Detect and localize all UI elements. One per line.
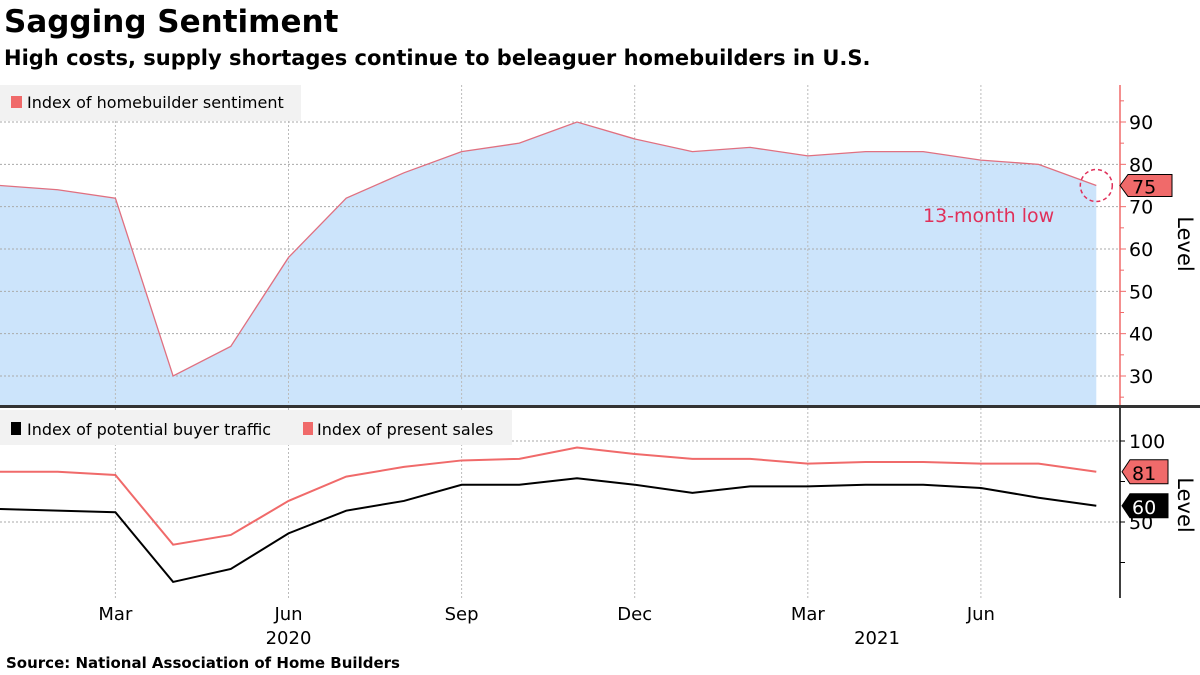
legend-label-sales: Index of present sales (317, 420, 493, 439)
x-tick-label: Jun (966, 604, 995, 625)
x-tick-label: Dec (617, 604, 652, 625)
x-year-label: 2020 (266, 628, 312, 649)
y-tick-label: 30 (1129, 366, 1153, 388)
last-value-label: 75 (1132, 177, 1156, 199)
x-tick-label: Sep (445, 604, 479, 625)
legend-box (0, 410, 512, 445)
last-value-tag (1121, 459, 1169, 485)
y-tick-label: 80 (1129, 154, 1153, 176)
y-tick-label: 40 (1129, 324, 1153, 346)
x-tick-label: Jun (273, 604, 302, 625)
x-tick-label: Mar (98, 604, 133, 625)
sentiment-line (0, 121, 1097, 377)
sentiment-area (0, 122, 1097, 405)
legend-box (0, 85, 301, 121)
y-axis-label: Level (1173, 477, 1197, 532)
x-year-label: 2021 (854, 628, 900, 649)
annotation-text: 13-month low (923, 205, 1054, 227)
last-value-tag (1119, 174, 1173, 197)
source-note: Source: National Association of Home Bui… (6, 654, 400, 672)
legend-swatch-sales (303, 422, 313, 435)
last-value-tag (1121, 493, 1169, 519)
chart-title: Sagging Sentiment (4, 4, 339, 40)
x-tick-label: Mar (791, 604, 826, 625)
y-tick-label: 50 (1129, 281, 1153, 303)
legend-swatch-traffic (11, 422, 21, 435)
last-value-label: 60 (1132, 497, 1156, 519)
y-tick-label: 70 (1129, 197, 1153, 219)
legend-label-traffic: Index of potential buyer traffic (27, 420, 271, 439)
y-tick-label: 60 (1129, 239, 1153, 261)
legend-swatch-sentiment (11, 96, 22, 108)
highlight-circle (1079, 168, 1114, 203)
last-value-label: 81 (1132, 463, 1156, 485)
chart-subtitle: High costs, supply shortages continue to… (4, 46, 871, 70)
sales-line (0, 446, 1097, 546)
y-tick-label: 90 (1129, 112, 1153, 134)
traffic-line (0, 477, 1097, 584)
legend-label-sentiment: Index of homebuilder sentiment (27, 93, 284, 112)
y-tick-label: 100 (1129, 431, 1165, 453)
y-axis-label: Level (1173, 216, 1197, 271)
